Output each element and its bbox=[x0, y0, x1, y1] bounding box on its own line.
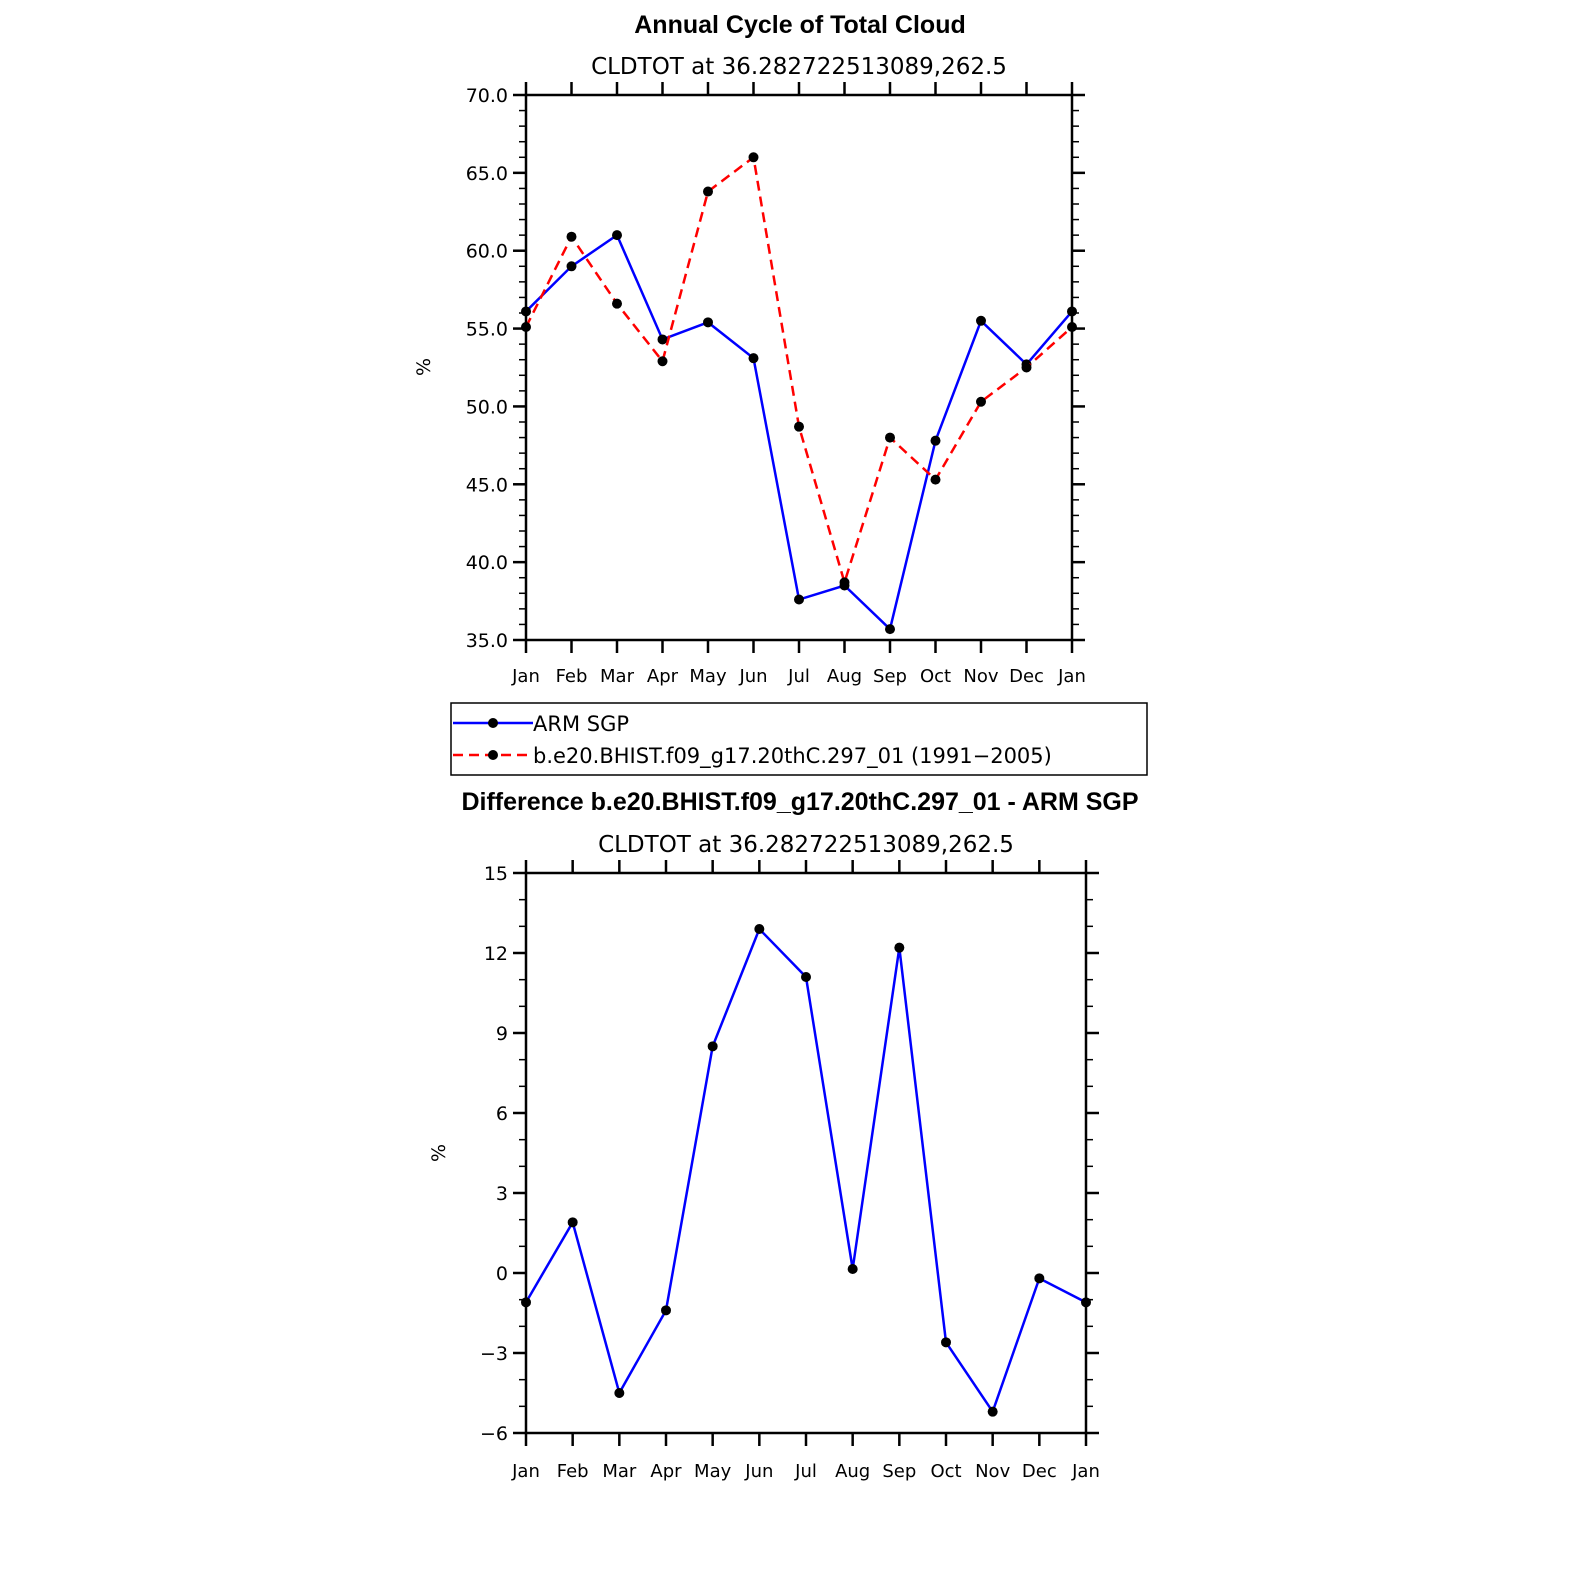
plot-frame bbox=[524, 871, 1088, 1435]
x-tick-label: Jan bbox=[511, 1461, 540, 1482]
data-point bbox=[661, 1305, 671, 1316]
x-tick-label: Nov bbox=[975, 1461, 1010, 1482]
legend-marker-0 bbox=[488, 718, 498, 728]
data-point bbox=[703, 317, 713, 328]
x-tick-label: Mar bbox=[600, 666, 635, 687]
data-point bbox=[1067, 306, 1077, 317]
chart-title: Annual Cycle of Total Cloud bbox=[634, 11, 965, 39]
x-tick-label: May bbox=[689, 666, 727, 687]
data-point bbox=[657, 356, 668, 367]
data-point bbox=[987, 1406, 998, 1417]
legend-label-0: ARM SGP bbox=[533, 712, 629, 736]
data-point bbox=[612, 230, 622, 241]
y-tick-label: 60.0 bbox=[466, 241, 508, 263]
x-tick-label: Apr bbox=[647, 666, 679, 687]
y-tick-label: 35.0 bbox=[466, 630, 508, 652]
y-tick-label: 6 bbox=[496, 1103, 508, 1125]
x-tick-label: Apr bbox=[650, 1461, 682, 1482]
data-point bbox=[703, 186, 713, 197]
y-axis-label: % bbox=[428, 1144, 450, 1162]
y-tick-label: 3 bbox=[496, 1183, 508, 1205]
plot-frame bbox=[524, 93, 1074, 642]
data-point bbox=[941, 1337, 951, 1348]
legend-marker-1 bbox=[488, 750, 498, 760]
data-point bbox=[521, 322, 531, 333]
series-line-1 bbox=[524, 155, 1073, 587]
data-point bbox=[1081, 1297, 1091, 1308]
data-point bbox=[885, 432, 895, 443]
data-point bbox=[657, 334, 668, 345]
data-point bbox=[614, 1388, 625, 1398]
data-point bbox=[847, 1264, 858, 1274]
x-tick-label: Jan bbox=[511, 666, 540, 687]
data-point bbox=[894, 942, 905, 953]
x-tick-label: Mar bbox=[602, 1461, 637, 1482]
y-tick-label: 40.0 bbox=[466, 552, 508, 574]
data-point bbox=[1034, 1273, 1045, 1284]
data-point bbox=[976, 315, 986, 326]
data-point bbox=[794, 421, 804, 432]
x-tick-label: Aug bbox=[835, 1461, 870, 1482]
x-tick-label: Nov bbox=[963, 666, 998, 687]
data-point bbox=[930, 474, 941, 485]
x-tick-label: Feb bbox=[556, 666, 588, 687]
x-tick-label: Sep bbox=[873, 666, 907, 687]
y-tick-label: 0 bbox=[496, 1263, 508, 1285]
x-tick-label: Jul bbox=[787, 666, 810, 687]
y-tick-label: 50.0 bbox=[466, 396, 508, 418]
x-tick-label: Sep bbox=[882, 1461, 916, 1482]
x-tick-label: Jan bbox=[1057, 666, 1086, 687]
data-point bbox=[521, 1297, 531, 1308]
y-tick-label: 45.0 bbox=[466, 474, 508, 496]
data-point bbox=[748, 353, 759, 364]
data-point bbox=[885, 624, 895, 635]
data-point bbox=[748, 152, 759, 163]
data-point bbox=[521, 306, 531, 317]
x-tick-label: Aug bbox=[827, 666, 862, 687]
series-line-0 bbox=[524, 926, 1087, 1415]
data-point bbox=[1067, 322, 1077, 333]
y-axis-label: % bbox=[413, 358, 435, 376]
data-point bbox=[612, 298, 622, 309]
x-tick-label: Feb bbox=[557, 1461, 589, 1482]
data-point bbox=[794, 594, 804, 605]
y-tick-label: −6 bbox=[480, 1423, 508, 1445]
y-tick-label: 65.0 bbox=[466, 163, 508, 185]
y-tick-label: 55.0 bbox=[466, 319, 508, 341]
data-point bbox=[754, 924, 765, 934]
y-tick-label: −3 bbox=[480, 1343, 508, 1365]
chart-subtitle: CLDTOT at 36.282722513089,262.5 bbox=[598, 832, 1014, 858]
data-point bbox=[801, 972, 811, 982]
legend-box bbox=[450, 702, 1148, 776]
data-point bbox=[839, 577, 850, 588]
x-tick-label: Jun bbox=[744, 1461, 773, 1482]
series-line-0 bbox=[525, 233, 1073, 632]
data-point bbox=[1021, 362, 1032, 373]
y-tick-label: 9 bbox=[496, 1023, 508, 1045]
y-tick-label: 15 bbox=[484, 863, 508, 885]
x-tick-label: Oct bbox=[920, 666, 951, 687]
data-point bbox=[930, 435, 941, 446]
data-point bbox=[707, 1041, 718, 1052]
x-tick-label: Oct bbox=[930, 1461, 961, 1482]
x-tick-label: May bbox=[694, 1461, 732, 1482]
x-tick-label: Jun bbox=[738, 666, 767, 687]
y-tick-label: 12 bbox=[484, 943, 508, 965]
data-point bbox=[567, 1217, 578, 1228]
x-tick-label: Dec bbox=[1009, 666, 1044, 687]
data-point bbox=[976, 396, 986, 407]
data-point bbox=[566, 261, 577, 272]
x-tick-label: Jan bbox=[1071, 1461, 1100, 1482]
legend-label-1: b.e20.BHIST.f09_g17.20thC.297_01 (1991−2… bbox=[533, 744, 1052, 769]
y-tick-label: 70.0 bbox=[466, 85, 508, 107]
data-point bbox=[566, 231, 577, 242]
chart-subtitle: CLDTOT at 36.282722513089,262.5 bbox=[591, 54, 1007, 80]
x-tick-label: Dec bbox=[1022, 1461, 1057, 1482]
x-tick-label: Jul bbox=[794, 1461, 817, 1482]
chart-title: Difference b.e20.BHIST.f09_g17.20thC.297… bbox=[461, 788, 1138, 816]
